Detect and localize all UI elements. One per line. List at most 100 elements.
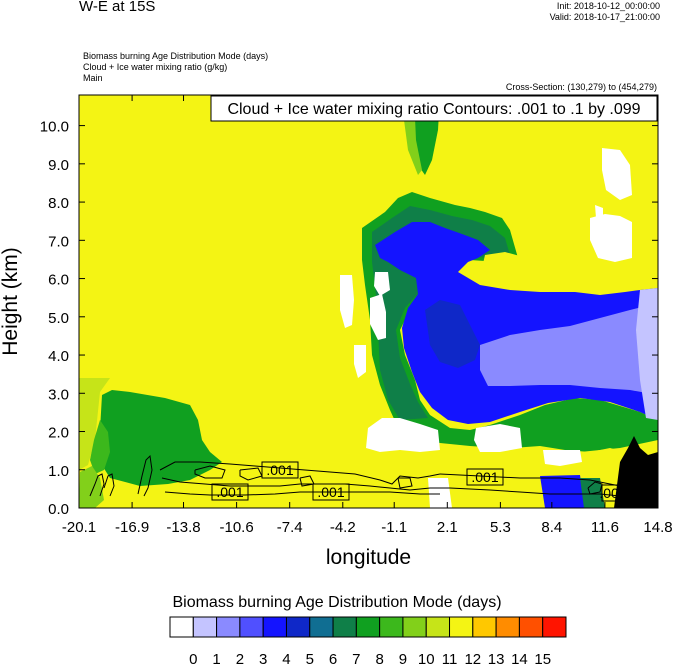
contour-loop-1 xyxy=(194,465,226,479)
field-region-blue-lowright xyxy=(540,475,585,508)
x-tick-label: -20.1 xyxy=(62,519,96,536)
init-time: Init: 2018-10-12_00:00:00 xyxy=(556,1,660,11)
colorbar-label: 15 xyxy=(534,651,551,667)
contour-line-3 xyxy=(164,491,440,496)
y-tick-label: 1.0 xyxy=(48,463,69,480)
colorbar-label: 13 xyxy=(488,651,505,667)
colorbar-swatch xyxy=(332,616,357,638)
contour-loop-2 xyxy=(239,467,263,481)
y-tick-label: 7.0 xyxy=(48,233,69,250)
colorbar-label: 3 xyxy=(259,651,267,667)
colorbar: 0 1 2 3 4 5 6 7 8 9 10 11 12 13 14 15 xyxy=(169,616,567,667)
contour-label-box xyxy=(466,468,504,486)
field-region-yellow-upper xyxy=(79,95,415,378)
field-region-white-b xyxy=(370,294,386,340)
contour-annotation-text: Cloud + Ice water mixing ratio Contours:… xyxy=(227,101,640,118)
colorbar-swatch xyxy=(518,616,544,638)
x-tick-label: 8.4 xyxy=(541,519,562,536)
cross-section-label: Cross-Section: (130,279) to (454,279) xyxy=(505,82,657,92)
colorbar-label: 1 xyxy=(212,651,220,667)
field-region-white-k xyxy=(428,478,452,508)
contour-loop-5 xyxy=(587,481,603,495)
contour-annotation: Cloud + Ice water mixing ratio Contours:… xyxy=(210,95,658,122)
x-tick-label: -10.6 xyxy=(220,519,254,536)
field-region-white-e xyxy=(366,418,440,452)
contour-label-box xyxy=(261,461,299,479)
contour-wiggle-1 xyxy=(89,473,105,497)
contour-label-box xyxy=(312,483,350,501)
cloud-contours: .001 .001 .001 .001 .001 xyxy=(89,454,659,502)
field-region-white-a xyxy=(340,275,354,328)
field-region-white-g xyxy=(543,450,582,466)
contour-label: .001 xyxy=(599,485,626,501)
field-region-blue-medium xyxy=(425,300,480,368)
x-tick-label: -1.1 xyxy=(381,519,407,536)
plot-title: W-E at 15S xyxy=(79,0,156,15)
colorbar-label: 9 xyxy=(399,651,407,667)
colorbar-swatch xyxy=(379,616,404,638)
x-tick-label: 11.6 xyxy=(591,519,619,536)
contour-line-1 xyxy=(159,461,441,485)
colorbar-label: 14 xyxy=(511,651,528,667)
field-region-yellow-left xyxy=(79,378,110,470)
terrain xyxy=(614,436,658,508)
colorbar-swatch xyxy=(472,616,497,638)
y-tick-label: 5.0 xyxy=(48,310,69,327)
x-tick-label: -13.8 xyxy=(166,519,200,536)
colorbar-swatch xyxy=(239,616,264,638)
plot-frame xyxy=(78,94,659,509)
colorbar-swatch xyxy=(542,616,567,638)
colorbar-title: Biomass burning Age Distribution Mode (d… xyxy=(172,594,502,611)
x-tick-label: -7.4 xyxy=(277,519,303,536)
contour-line-2 xyxy=(161,477,450,491)
colorbar-label: 11 xyxy=(442,651,458,667)
colorbar-swatch xyxy=(495,616,520,638)
colorbar-label: 7 xyxy=(352,651,360,667)
contour-label: .001 xyxy=(266,462,293,478)
field-description-cloud: Cloud + Ice water mixing ratio (g/kg) xyxy=(83,62,228,72)
x-tick-label: 2.1 xyxy=(437,519,458,536)
x-tick-label: -4.2 xyxy=(330,519,356,536)
field-region-lavender-right xyxy=(480,304,658,395)
colorbar-label: 6 xyxy=(329,651,337,667)
y-tick-label: 10.0 xyxy=(40,119,69,136)
field-region-lightlavender-edge xyxy=(636,288,658,420)
field-description-main: Main xyxy=(83,73,103,83)
y-tick-label: 8.0 xyxy=(48,195,69,212)
contour-loop-4 xyxy=(397,477,413,489)
field-region-white-j xyxy=(595,205,603,218)
colorbar-label: 4 xyxy=(282,651,290,667)
field-region-white-c xyxy=(374,272,390,296)
contour-label: .001 xyxy=(317,484,344,500)
colorbar-label: 2 xyxy=(236,651,244,667)
contour-label-box xyxy=(211,483,249,501)
contour-label: .001 xyxy=(216,484,243,500)
field-region-white-h xyxy=(590,214,632,262)
colorbar-swatch xyxy=(425,616,451,638)
field-region-yellow-intrusion xyxy=(482,252,658,290)
colorbar-swatch xyxy=(449,616,474,638)
plot-axes: -20.1 -16.9 -13.8 -10.6 -7.4 -4.2 -1.1 2.1 5.3 8.… xyxy=(0,94,673,569)
colorbar-swatch xyxy=(169,616,194,638)
colorbar-swatch xyxy=(262,616,287,638)
field-region-white-f xyxy=(474,424,522,452)
contour-label: .001 xyxy=(471,469,498,485)
field-region-green-edge xyxy=(90,420,110,474)
colorbar-label: 5 xyxy=(306,651,314,667)
contour-wiggle-3 xyxy=(137,454,153,497)
contour-label-box xyxy=(601,484,625,502)
y-tick-label: 9.0 xyxy=(48,157,69,174)
colorbar-swatch xyxy=(309,616,334,638)
colorbar-label: 12 xyxy=(464,651,481,667)
contour-line-4 xyxy=(439,473,659,491)
colorbar-swatch xyxy=(402,616,427,638)
colorbar-swatch xyxy=(285,616,311,638)
y-tick-label: 6.0 xyxy=(48,272,69,289)
x-tick-label: 5.3 xyxy=(490,519,511,536)
valid-time: Valid: 2018-10-17_21:00:00 xyxy=(549,12,660,22)
colorbar-swatch xyxy=(192,616,218,638)
y-tick-label: 0.0 xyxy=(48,501,69,518)
colorbar-label: 0 xyxy=(189,651,197,667)
contour-wiggle-2 xyxy=(103,473,115,497)
colorbar-swatch xyxy=(216,616,241,638)
